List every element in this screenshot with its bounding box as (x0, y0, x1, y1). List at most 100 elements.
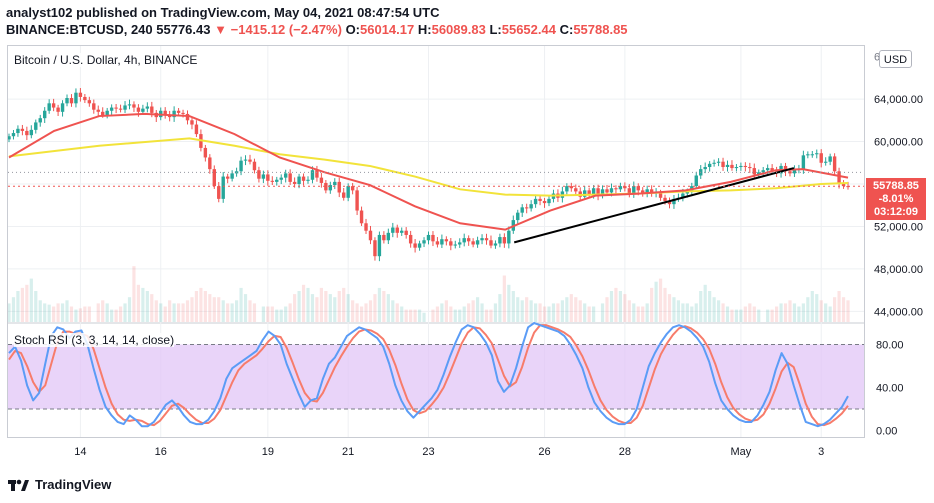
volume-bar (538, 303, 542, 322)
open-label: O: (345, 22, 361, 37)
volume-bar (101, 300, 105, 322)
volume-bar (52, 306, 56, 322)
candle-body (649, 189, 654, 193)
volume-bar (819, 300, 823, 322)
volume-bar (38, 300, 42, 322)
volume-bar (636, 306, 640, 322)
candle-body (587, 190, 591, 195)
volume-bar (632, 303, 636, 322)
volume-bar (212, 297, 216, 322)
candle-body (837, 171, 841, 184)
volume-bar (69, 306, 74, 322)
candle-body (520, 207, 524, 213)
candle-body (426, 234, 431, 241)
volume-bar (435, 306, 440, 322)
volume-bar (507, 284, 511, 322)
ma-fast-line (8, 112, 849, 231)
volume-bar (833, 297, 837, 322)
volume-bar (20, 287, 24, 322)
candle-body (225, 176, 230, 179)
candle-body (324, 182, 328, 191)
tradingview-logo[interactable]: TradingView (8, 477, 111, 492)
candle-body (458, 242, 462, 245)
rsi-tick-label: 80.00 (876, 340, 904, 352)
candle-body (105, 110, 109, 115)
volume-bar (502, 275, 506, 322)
volume-bar (699, 291, 703, 322)
candle-body (194, 124, 199, 135)
volume-bar (87, 306, 91, 322)
volume-bar (516, 297, 520, 322)
volume-bar (569, 294, 573, 322)
candle-body (136, 107, 141, 112)
candle-body (16, 128, 20, 134)
candle-body (516, 212, 520, 221)
volume-bar (65, 300, 69, 322)
candle-body (716, 161, 721, 163)
candle-body (266, 174, 270, 181)
last-price-tag-countdown: 03:12:09 (873, 206, 919, 218)
candle-body (542, 200, 547, 204)
symbol-label[interactable]: BINANCE:BTCUSD, 240 (6, 22, 153, 37)
volume-bar (310, 294, 315, 322)
candle-body (413, 243, 417, 248)
volume-bar (797, 306, 801, 322)
volume-bar (592, 306, 596, 322)
x-tick-label: 3 (818, 446, 824, 458)
volume-bar (409, 309, 413, 322)
volume-bar (578, 300, 582, 322)
volume-bar (400, 306, 404, 322)
volume-bar (154, 300, 158, 322)
candle-body (783, 165, 788, 172)
main-pane-title[interactable]: Bitcoin / U.S. Dollar, 4h, BINANCE (14, 53, 198, 67)
tradingview-logo-icon (8, 479, 29, 491)
candle-body (279, 177, 283, 180)
volume-bar (449, 306, 453, 322)
candle-body (145, 106, 150, 109)
volume-bar (694, 303, 698, 322)
volume-bar (248, 300, 252, 322)
volume-bar (565, 297, 569, 322)
volume-bar (489, 309, 493, 322)
candle-body (114, 107, 118, 109)
candle-body (841, 184, 846, 187)
volume-bar (542, 306, 547, 322)
candle-body (34, 122, 38, 130)
ohlc-line: BINANCE:BTCUSD, 240 55776.43 ▼ −1415.12 … (6, 22, 628, 37)
rsi-pane-title[interactable]: Stoch RSI (3, 3, 14, 14, close) (14, 333, 175, 347)
last-price-tag-change: -8.01% (878, 193, 914, 205)
volume-bar (56, 303, 60, 322)
volume-bar (779, 303, 783, 322)
candle-body (819, 153, 823, 163)
currency-button[interactable]: USD (879, 50, 912, 68)
volume-bar (172, 303, 176, 322)
candle-body (703, 167, 707, 170)
candle-body (38, 118, 42, 123)
candle-body (667, 200, 672, 205)
close-value: 55788.85 (573, 22, 628, 37)
volume-bar (208, 294, 212, 322)
volume-bar (60, 303, 65, 322)
candle-body (591, 188, 596, 195)
volume-bar (605, 297, 609, 322)
volume-bar (708, 291, 712, 322)
candle-body (382, 234, 386, 241)
candle-body (368, 230, 373, 241)
volume-bar (288, 303, 292, 322)
volume-bar (368, 300, 373, 322)
volume-bar (391, 300, 395, 322)
volume-bar (766, 309, 770, 322)
candle-body (127, 104, 132, 106)
candle-body (596, 188, 600, 196)
volume-bar (730, 309, 734, 322)
volume-bar (525, 297, 529, 322)
candle-body (275, 179, 279, 182)
volume-bar (484, 309, 489, 322)
candle-body (627, 188, 632, 194)
candle-body (404, 230, 408, 235)
candle-body (150, 106, 154, 113)
volume-bar (11, 297, 16, 322)
x-tick-label: 23 (422, 446, 434, 458)
volume-bar (551, 303, 556, 322)
